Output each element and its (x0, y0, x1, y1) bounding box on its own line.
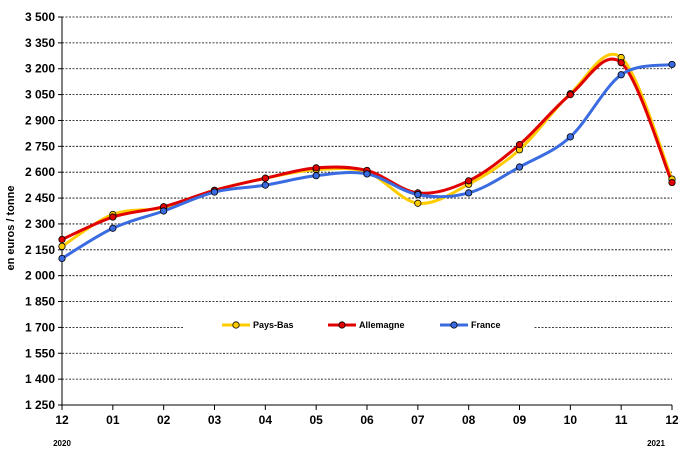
data-point (210, 188, 219, 196)
x-tick-label: 10 (564, 413, 578, 427)
data-point (58, 235, 66, 244)
x-tick-label: 02 (157, 413, 171, 427)
data-point (465, 177, 473, 185)
y-tick-label: 2 300 (25, 217, 55, 231)
x-tick-label: 08 (462, 413, 476, 427)
x-tick-label: 07 (411, 413, 425, 427)
data-point (261, 181, 269, 189)
series-line-france (61, 62, 673, 260)
data-point (668, 60, 676, 69)
legend-swatch-marker (450, 321, 458, 329)
data-point (363, 170, 371, 178)
data-point (58, 242, 66, 250)
x-tick-label: 03 (208, 413, 222, 427)
x-tick-label: 12 (55, 413, 69, 427)
data-point (109, 224, 117, 232)
data-point (58, 254, 66, 263)
data-point (465, 189, 473, 197)
y-tick-label: 2 000 (25, 269, 55, 283)
y-tick-label: 1 250 (25, 398, 55, 412)
y-axis-label: en euros / tonne (5, 186, 17, 271)
x-tick-label: 01 (106, 413, 120, 427)
y-tick-label: 3 050 (25, 88, 55, 102)
gridlines (62, 16, 672, 380)
y-tick-label: 2 450 (25, 191, 55, 205)
x-tick-label: 09 (513, 413, 527, 427)
y-tick-label: 3 200 (25, 62, 55, 76)
y-axis-ticks: 1 250 1 400 1 550 1 700 1 850 2 000 2 150 2 300… (25, 10, 62, 412)
x-tick-label: 11 (615, 413, 628, 427)
x-tick-label: 04 (259, 413, 273, 427)
legend: Pays-Bas Allemagne France (184, 304, 534, 346)
y-tick-label: 2 150 (25, 243, 55, 257)
data-point (414, 191, 422, 199)
x-tick-label: 06 (360, 413, 374, 427)
data-point (312, 172, 320, 180)
series-lines (58, 52, 676, 263)
y-tick-label: 1 700 (25, 320, 55, 334)
x-tick-label: 12 (665, 413, 678, 427)
legend-swatch-marker (232, 321, 240, 329)
legend-label: France (471, 320, 501, 330)
y-tick-label: 2 750 (25, 139, 55, 153)
y-tick-label: 3 350 (25, 36, 55, 50)
data-point (617, 71, 625, 79)
y-tick-label: 2 600 (25, 165, 55, 179)
y-tick-label: 1 850 (25, 295, 55, 309)
y-tick-label: 2 900 (25, 113, 55, 127)
x-tick-label: 05 (309, 413, 323, 427)
data-point (414, 199, 422, 207)
y-tick-label: 3 500 (25, 10, 55, 24)
data-point (160, 207, 168, 215)
data-point (515, 163, 524, 171)
year-label: 2020 (53, 439, 71, 448)
legend-swatch-marker (338, 321, 346, 329)
legend-label: Allemagne (359, 320, 405, 330)
y-tick-label: 1 550 (25, 346, 55, 360)
data-point (261, 174, 269, 182)
data-point (668, 178, 676, 187)
axes (61, 17, 672, 406)
data-point (617, 59, 625, 67)
y-tick-label: 1 400 (25, 372, 55, 386)
data-point (566, 91, 574, 99)
data-point (312, 164, 320, 172)
legend-label: Pays-Bas (253, 320, 294, 330)
data-point (515, 141, 524, 149)
data-point (109, 213, 117, 221)
x-axis-ticks: 12 01 02 03 04 05 06 07 08 09 10 11 12 2020 2021 (53, 405, 678, 448)
year-label: 2021 (647, 439, 665, 448)
series-line-allemagne (61, 57, 674, 241)
data-point (566, 133, 574, 141)
